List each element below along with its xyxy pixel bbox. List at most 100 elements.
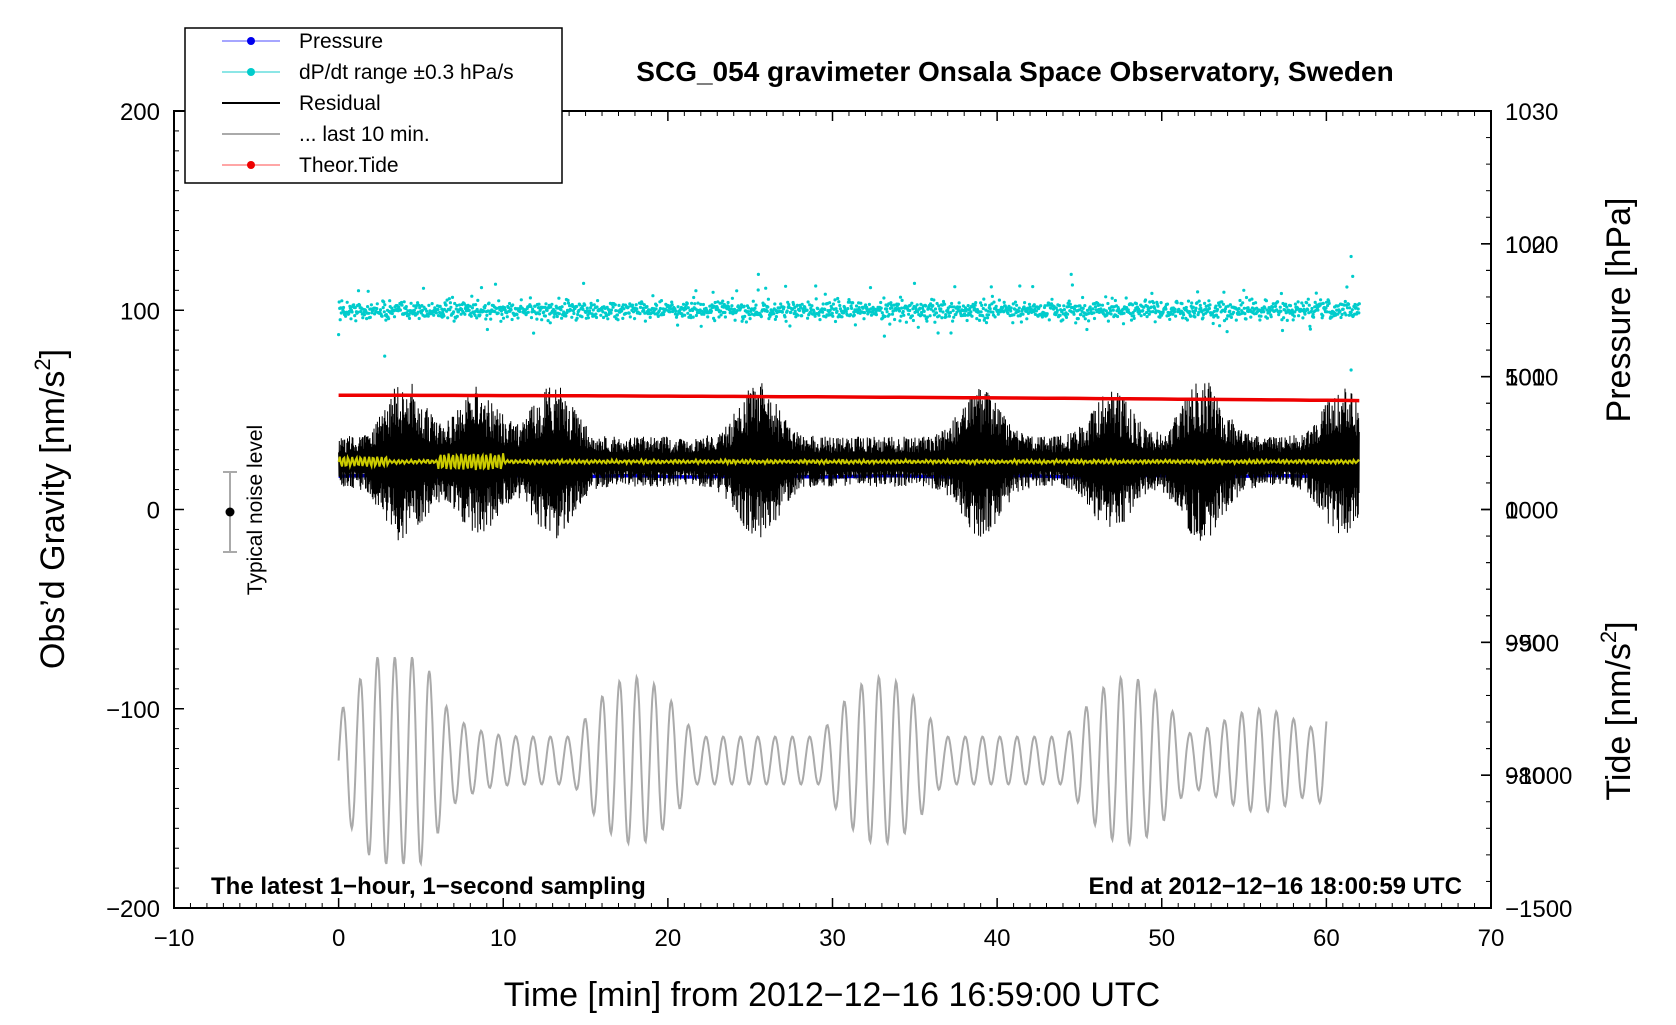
- dpdt-point: [833, 298, 837, 302]
- dpdt-point: [674, 309, 678, 313]
- dpdt-point: [1098, 303, 1102, 307]
- dpdt-point: [849, 313, 853, 317]
- dpdt-point: [685, 301, 689, 306]
- dpdt-point: [683, 313, 687, 317]
- dpdt-point: [1197, 310, 1201, 314]
- dpdt-point: [557, 296, 561, 300]
- dpdt-point: [647, 308, 651, 312]
- dpdt-point: [1143, 298, 1148, 302]
- dpdt-point: [1190, 301, 1194, 305]
- dpdt-point: [766, 305, 770, 309]
- dpdt-point: [859, 301, 863, 305]
- dpdt-point: [969, 310, 973, 314]
- dpdt-point: [1100, 303, 1105, 307]
- dpdt-point: [1297, 314, 1301, 318]
- dpdt-point: [1109, 309, 1113, 313]
- dpdt-point: [867, 302, 872, 306]
- dpdt-point: [642, 308, 646, 313]
- chart-title: SCG_054 gravimeter Onsala Space Observat…: [636, 56, 1393, 87]
- dpdt-point: [454, 307, 458, 311]
- dpdt-point: [1006, 311, 1010, 315]
- dpdt-point: [1307, 303, 1311, 307]
- dpdt-point: [1343, 299, 1347, 304]
- dpdt-point: [585, 309, 589, 313]
- dpdt-point: [792, 302, 796, 307]
- dpdt-point: [1093, 305, 1098, 309]
- dpdt-point: [1254, 301, 1258, 305]
- dpdt-point: [338, 318, 342, 322]
- dpdt-point: [1085, 308, 1090, 312]
- dpdt-point: [1049, 306, 1053, 310]
- dpdt-point: [900, 306, 904, 310]
- dpdt-point: [448, 308, 452, 312]
- dpdt-point: [986, 309, 990, 313]
- dpdt-point: [694, 289, 698, 293]
- dpdt-point: [726, 300, 730, 305]
- dpdt-point: [1218, 324, 1222, 328]
- dpdt-point: [851, 301, 855, 305]
- dpdt-point: [1234, 318, 1238, 322]
- dpdt-point: [1344, 313, 1348, 317]
- dpdt-point: [518, 309, 522, 314]
- dpdt-point: [1078, 304, 1082, 308]
- dpdt-point: [542, 310, 546, 314]
- dpdt-point: [543, 305, 547, 309]
- dpdt-point: [1258, 318, 1262, 322]
- dpdt-point: [1067, 299, 1071, 303]
- dpdt-point: [511, 303, 515, 307]
- dpdt-point: [1271, 305, 1275, 309]
- legend-label-tide: Theor.Tide: [299, 154, 399, 177]
- dpdt-point: [940, 316, 944, 320]
- dpdt-point: [936, 331, 940, 335]
- dpdt-point: [1032, 310, 1036, 314]
- dpdt-point: [741, 317, 745, 321]
- dpdt-point: [421, 286, 426, 290]
- dpdt-point: [1345, 285, 1349, 289]
- dpdt-point: [1212, 309, 1216, 313]
- dpdt-point: [670, 300, 674, 304]
- dpdt-point: [748, 317, 752, 321]
- dpdt-point: [840, 315, 844, 319]
- dpdt-point: [1215, 307, 1220, 312]
- dpdt-point: [893, 317, 897, 322]
- dpdt-point: [353, 306, 357, 310]
- dpdt-point: [412, 308, 416, 312]
- dpdt-point: [997, 298, 1002, 302]
- dpdt-point: [448, 301, 452, 305]
- dpdt-point: [706, 315, 710, 319]
- dpdt-point: [681, 302, 686, 306]
- dpdt-point: [382, 300, 386, 304]
- dpdt-point: [1142, 312, 1146, 316]
- dpdt-point: [427, 303, 431, 307]
- dpdt-point: [1242, 306, 1246, 310]
- dpdt-point: [441, 310, 445, 314]
- dpdt-point: [1325, 310, 1329, 314]
- dpdt-point: [643, 319, 648, 323]
- dpdt-point: [1218, 305, 1222, 309]
- dpdt-point: [416, 301, 420, 305]
- dpdt-point: [1092, 316, 1097, 321]
- dpdt-point: [925, 315, 930, 319]
- dpdt-point: [951, 309, 955, 313]
- dpdt-point: [543, 314, 548, 318]
- dpdt-point: [656, 314, 660, 318]
- dpdt-point: [638, 312, 642, 316]
- dpdt-point: [1293, 302, 1297, 306]
- dpdt-point: [1189, 314, 1193, 318]
- dpdt-point: [627, 311, 631, 315]
- dpdt-point: [1319, 298, 1323, 302]
- dpdt-point: [1228, 309, 1232, 313]
- dpdt-point: [1193, 315, 1197, 319]
- dpdt-point: [383, 303, 387, 307]
- dpdt-point: [795, 303, 800, 307]
- dpdt-point: [923, 314, 927, 318]
- dpdt-point: [937, 314, 941, 318]
- dpdt-point: [1222, 319, 1227, 323]
- dpdt-point: [361, 316, 365, 320]
- dpdt-point: [459, 312, 463, 316]
- dpdt-point: [963, 313, 967, 317]
- x-tick-label: 30: [819, 925, 846, 952]
- dpdt-point: [507, 301, 512, 306]
- x-tick-label: −10: [154, 925, 195, 952]
- dpdt-point: [365, 317, 369, 321]
